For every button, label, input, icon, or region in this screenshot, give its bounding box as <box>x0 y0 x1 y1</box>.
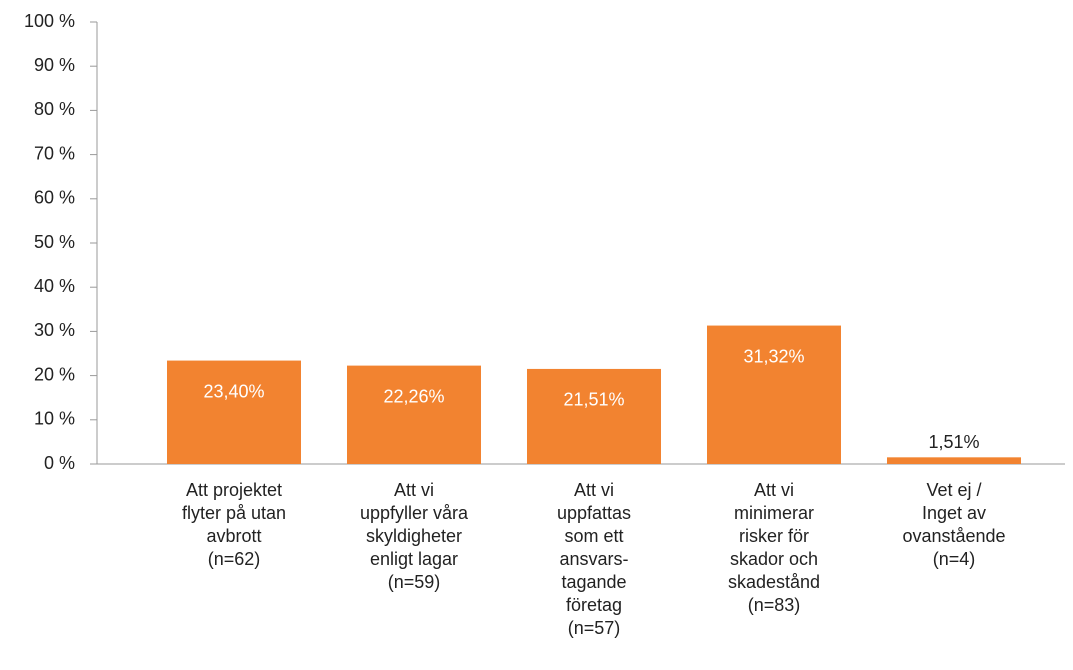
x-tick-label: Att projektet flyter på utan avbrott (n=62) <box>182 480 286 569</box>
x-tick-label-line: minimerar <box>734 503 814 523</box>
x-tick-label-line: Att projektet <box>186 480 282 500</box>
bar <box>707 325 841 464</box>
y-tick-label: 80 % <box>34 99 75 119</box>
y-tick-label: 60 % <box>34 188 75 208</box>
x-tick-label: Att vi minimerar risker för skador och skade… <box>728 480 820 615</box>
data-label: 22,26% <box>383 386 444 406</box>
x-tick-label: Att vi uppfattas som ett ansvars-tagande för… <box>557 480 631 638</box>
bar <box>887 457 1021 464</box>
x-tick-label-line: skyldigheter <box>366 526 462 546</box>
bar <box>167 360 301 464</box>
x-tick-label-line: Att vi <box>754 480 794 500</box>
bar <box>347 365 481 464</box>
x-tick-label-line: Vet ej / <box>926 480 981 500</box>
x-tick-label-line: skador och <box>730 549 818 569</box>
y-tick-label: 100 % <box>24 11 75 31</box>
y-tick-label: 90 % <box>34 55 75 75</box>
y-tick-label: 0 % <box>44 453 75 473</box>
x-tick-label-line: skadestånd <box>728 572 820 592</box>
x-tick-label-line: flyter på utan <box>182 503 286 523</box>
x-tick-label-line: avbrott <box>206 526 261 546</box>
data-label: 21,51% <box>563 390 624 410</box>
data-label: 23,40% <box>203 381 264 401</box>
y-tick-label: 30 % <box>34 320 75 340</box>
x-tick-label: Att vi uppfyller våra skyldigheter enligt l… <box>360 480 469 592</box>
x-tick-label-line: uppfattas <box>557 503 631 523</box>
x-tick-label-line: Att vi <box>394 480 434 500</box>
x-tick-label-line: (n=57) <box>568 618 621 638</box>
x-tick-label-line: företag <box>566 595 622 615</box>
x-tick-label-line: som ett <box>564 526 623 546</box>
x-tick-label-line: (n=59) <box>388 572 441 592</box>
x-tick-label-line: Inget av <box>922 503 986 523</box>
x-tick-label-line: ovanstående <box>902 526 1005 546</box>
x-tick-label-line: (n=4) <box>933 549 976 569</box>
data-label: 31,32% <box>743 346 804 366</box>
y-tick-label: 10 % <box>34 409 75 429</box>
x-tick-label-line: Att vi <box>574 480 614 500</box>
x-tick-label-line: uppfyller våra <box>360 503 469 523</box>
y-tick-label: 20 % <box>34 364 75 384</box>
y-tick-label: 70 % <box>34 143 75 163</box>
x-tick-label: Vet ej / Inget av ovanstående (n=4) <box>902 480 1005 569</box>
data-label: 1,51% <box>928 432 979 452</box>
bar <box>527 368 661 464</box>
x-tick-label-line: ansvars- <box>559 549 628 569</box>
x-tick-label-line: enligt lagar <box>370 549 458 569</box>
x-tick-label-line: (n=62) <box>208 549 261 569</box>
x-tick-label-line: tagande <box>561 572 626 592</box>
y-tick-label: 50 % <box>34 232 75 252</box>
y-tick-label: 40 % <box>34 276 75 296</box>
x-tick-label-line: risker för <box>739 526 809 546</box>
x-tick-label-line: (n=83) <box>748 595 801 615</box>
